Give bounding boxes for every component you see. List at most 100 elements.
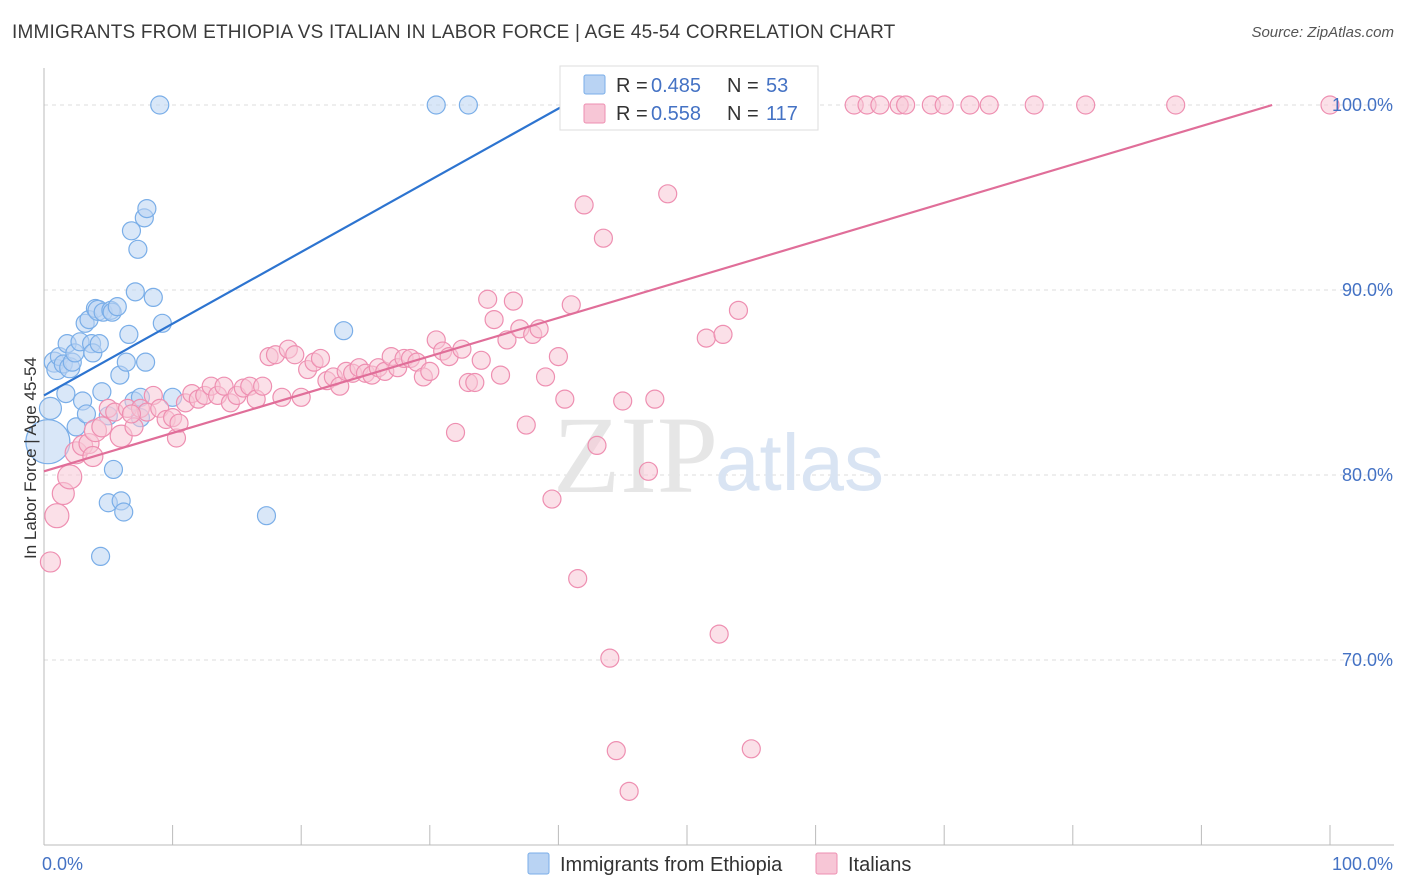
point-italians — [960, 95, 980, 115]
point-italians — [896, 95, 916, 115]
point-ethiopia — [116, 352, 136, 372]
point-italians — [555, 389, 575, 409]
trendline-ethiopia — [43, 104, 566, 397]
series-legend: Immigrants from Ethiopia Italians — [527, 852, 911, 876]
point-italians — [1166, 95, 1186, 115]
point-ethiopia — [458, 95, 478, 115]
point-ethiopia — [135, 352, 156, 372]
point-italians — [548, 347, 569, 367]
stats-swatch-italians — [583, 103, 606, 124]
stats-n-label-italians: N = — [727, 103, 759, 125]
point-italians — [310, 348, 331, 369]
y-axis-label: In Labor Force | Age 45-54 — [21, 357, 40, 559]
point-ethiopia — [150, 95, 170, 115]
stats-r-label-italians: R = — [616, 103, 648, 125]
point-italians — [713, 324, 733, 344]
point-ethiopia — [38, 396, 63, 420]
trendline-italians — [43, 103, 1273, 473]
point-ethiopia — [426, 95, 446, 115]
point-italians — [934, 95, 954, 115]
watermark: ZIP atlas — [553, 394, 884, 516]
point-italians — [696, 328, 716, 348]
point-italians — [490, 365, 511, 385]
point-italians — [593, 228, 614, 248]
chart-source: Source: ZipAtlas.com — [1251, 24, 1394, 41]
point-italians — [709, 624, 729, 644]
point-italians — [484, 310, 504, 330]
point-italians — [285, 345, 305, 365]
x-tick-labels: 0.0% 100.0% — [42, 854, 1393, 874]
point-italians — [91, 416, 113, 438]
x-tick-label: 0.0% — [42, 854, 83, 874]
point-ethiopia — [125, 282, 145, 302]
stats-legend: R = 0.485 N = 53 R = 0.558 N = 117 — [559, 65, 819, 131]
point-ethiopia — [137, 199, 157, 219]
point-italians — [39, 551, 62, 573]
point-italians — [979, 95, 999, 115]
point-italians — [478, 289, 498, 309]
point-italians — [568, 568, 588, 589]
x-tick-label: 100.0% — [1332, 854, 1393, 874]
point-italians — [1076, 95, 1096, 115]
point-italians — [741, 739, 761, 759]
y-tick-labels: 70.0% 80.0% 90.0% 100.0% — [1332, 95, 1393, 670]
legend-label-ethiopia: Immigrants from Ethiopia — [560, 854, 783, 876]
point-ethiopia — [143, 287, 163, 307]
point-ethiopia — [334, 321, 354, 341]
legend-swatch-ethiopia — [527, 852, 550, 875]
point-italians — [121, 404, 142, 424]
point-italians — [420, 361, 440, 381]
point-italians — [542, 489, 562, 509]
point-italians — [214, 376, 234, 396]
point-italians — [645, 389, 665, 409]
point-italians — [445, 422, 466, 443]
y-tick-label: 70.0% — [1342, 650, 1393, 670]
point-italians — [169, 413, 189, 433]
watermark-zip: ZIP — [553, 394, 718, 516]
point-italians — [1024, 95, 1044, 115]
point-italians — [574, 195, 594, 215]
stats-swatch-ethiopia — [583, 74, 606, 95]
point-ethiopia — [90, 546, 111, 567]
y-tick-label: 80.0% — [1342, 465, 1393, 485]
point-ethiopia — [114, 502, 134, 522]
point-italians — [253, 376, 273, 396]
point-italians — [471, 350, 491, 370]
point-italians — [728, 300, 749, 320]
point-italians — [272, 387, 292, 407]
point-ethiopia — [56, 384, 76, 404]
point-italians — [638, 461, 659, 481]
legend-swatch-italians — [815, 852, 838, 875]
chart-title: IMMIGRANTS FROM ETHIOPIA VS ITALIAN IN L… — [12, 22, 896, 43]
point-ethiopia — [92, 382, 112, 402]
stats-r-value-ethiopia: 0.485 — [651, 75, 701, 97]
point-italians — [587, 435, 607, 455]
point-ethiopia — [89, 334, 109, 354]
point-italians — [658, 184, 678, 204]
point-ethiopia — [107, 297, 127, 317]
point-italians — [465, 372, 485, 393]
point-italians — [503, 291, 523, 311]
point-italians — [535, 367, 556, 387]
point-ethiopia — [119, 324, 139, 344]
point-italians — [600, 648, 620, 668]
point-ethiopia — [103, 459, 124, 480]
stats-n-value-italians: 117 — [766, 103, 798, 125]
stats-n-label-ethiopia: N = — [727, 75, 759, 97]
point-ethiopia — [121, 221, 142, 241]
y-tick-label: 90.0% — [1342, 280, 1393, 300]
point-ethiopia — [256, 506, 277, 526]
stats-n-value-ethiopia: 53 — [766, 75, 788, 97]
point-ethiopia — [76, 404, 97, 424]
point-italians — [619, 781, 639, 801]
legend-label-italians: Italians — [848, 854, 911, 876]
trend-lines — [43, 103, 1273, 473]
watermark-atlas: atlas — [715, 418, 884, 507]
point-ethiopia — [128, 239, 148, 259]
point-italians — [613, 391, 633, 411]
point-italians — [1320, 95, 1340, 115]
point-italians — [44, 503, 70, 529]
stats-r-value-italians: 0.558 — [651, 103, 701, 125]
point-italians — [516, 415, 536, 435]
